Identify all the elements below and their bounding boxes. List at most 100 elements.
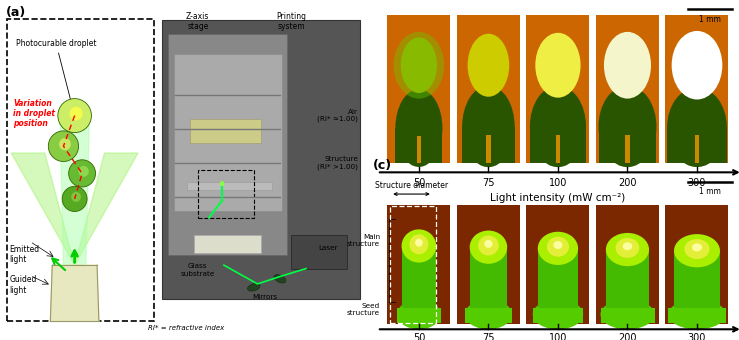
Bar <box>666 15 729 163</box>
Bar <box>596 15 659 163</box>
Bar <box>606 250 649 308</box>
Text: 50: 50 <box>412 178 425 188</box>
Text: 75: 75 <box>482 178 494 188</box>
Bar <box>530 126 586 163</box>
Ellipse shape <box>58 99 92 133</box>
FancyBboxPatch shape <box>194 235 262 253</box>
FancyBboxPatch shape <box>168 34 287 255</box>
Text: Z-axis
stage: Z-axis stage <box>186 12 209 31</box>
Bar <box>465 308 512 323</box>
Ellipse shape <box>462 86 514 167</box>
Ellipse shape <box>599 86 656 167</box>
FancyBboxPatch shape <box>191 119 262 143</box>
Bar <box>417 136 420 163</box>
Bar <box>669 308 726 323</box>
Polygon shape <box>60 109 89 265</box>
Ellipse shape <box>604 32 651 99</box>
Ellipse shape <box>401 230 436 262</box>
Ellipse shape <box>248 284 260 291</box>
Text: Structure
(RI* >1.00): Structure (RI* >1.00) <box>317 156 358 170</box>
Ellipse shape <box>470 231 507 264</box>
Text: Emitted
light: Emitted light <box>10 245 39 264</box>
FancyBboxPatch shape <box>163 20 360 299</box>
Ellipse shape <box>219 181 225 186</box>
Bar <box>401 246 436 308</box>
Text: RI* = refractive index: RI* = refractive index <box>149 325 225 332</box>
Text: 1 mm: 1 mm <box>699 15 721 24</box>
FancyBboxPatch shape <box>7 19 154 321</box>
Bar <box>398 308 440 323</box>
Bar <box>457 15 520 163</box>
Polygon shape <box>11 153 75 265</box>
Bar <box>538 248 578 308</box>
Ellipse shape <box>606 233 649 266</box>
Text: Guided
light: Guided light <box>10 275 37 295</box>
Ellipse shape <box>692 243 702 251</box>
Text: Variation
in droplet
position: Variation in droplet position <box>13 99 55 129</box>
Ellipse shape <box>71 192 81 202</box>
Text: Printing
system: Printing system <box>276 12 306 31</box>
Text: 200: 200 <box>619 333 637 340</box>
Ellipse shape <box>484 240 493 248</box>
Ellipse shape <box>59 138 71 150</box>
Ellipse shape <box>530 86 586 167</box>
Ellipse shape <box>672 31 722 100</box>
Text: Photocurable droplet: Photocurable droplet <box>16 39 96 113</box>
Ellipse shape <box>601 300 655 329</box>
Polygon shape <box>75 153 138 265</box>
Ellipse shape <box>274 275 286 283</box>
FancyBboxPatch shape <box>291 235 347 269</box>
Ellipse shape <box>535 33 581 98</box>
Text: 200: 200 <box>619 178 637 188</box>
Text: Seed
structure: Seed structure <box>347 303 380 316</box>
Text: 100: 100 <box>549 178 567 188</box>
Ellipse shape <box>468 34 509 97</box>
Ellipse shape <box>538 232 578 265</box>
Bar <box>457 205 520 324</box>
Bar <box>526 205 590 324</box>
Text: Glass
substrate: Glass substrate <box>180 264 215 276</box>
Text: Structure diameter: Structure diameter <box>375 181 448 190</box>
Ellipse shape <box>684 239 709 259</box>
Bar <box>556 135 560 163</box>
Bar <box>596 205 659 324</box>
FancyBboxPatch shape <box>174 54 282 211</box>
Bar <box>599 126 656 163</box>
Bar <box>601 308 655 323</box>
Bar <box>625 135 630 163</box>
Text: (c): (c) <box>373 159 392 172</box>
Ellipse shape <box>395 89 443 167</box>
Bar <box>533 308 583 323</box>
Ellipse shape <box>554 241 562 249</box>
Ellipse shape <box>69 160 95 187</box>
Text: Main
structure: Main structure <box>347 234 380 247</box>
Ellipse shape <box>667 87 727 167</box>
Bar <box>674 251 720 308</box>
Ellipse shape <box>409 234 429 254</box>
Text: 75: 75 <box>482 333 494 340</box>
Ellipse shape <box>623 242 633 250</box>
Ellipse shape <box>533 300 583 329</box>
Text: Air
(RI* ≈1.00): Air (RI* ≈1.00) <box>317 109 358 122</box>
Text: 50: 50 <box>412 333 425 340</box>
Ellipse shape <box>62 186 87 211</box>
Ellipse shape <box>394 32 444 99</box>
Bar <box>462 126 514 163</box>
Ellipse shape <box>616 238 639 258</box>
Ellipse shape <box>78 166 89 177</box>
Bar <box>486 135 491 163</box>
Bar <box>395 128 443 163</box>
Bar <box>695 135 699 163</box>
Ellipse shape <box>465 300 512 329</box>
Text: Light intensity (mW cm⁻²): Light intensity (mW cm⁻²) <box>490 193 626 203</box>
Text: 100: 100 <box>549 333 567 340</box>
Bar <box>666 205 729 324</box>
Ellipse shape <box>401 37 437 93</box>
Ellipse shape <box>48 131 78 162</box>
Ellipse shape <box>478 236 499 255</box>
Bar <box>667 127 727 163</box>
Text: Mirrors: Mirrors <box>253 294 278 300</box>
Bar <box>470 247 507 308</box>
Bar <box>387 205 450 324</box>
Bar <box>387 15 450 163</box>
